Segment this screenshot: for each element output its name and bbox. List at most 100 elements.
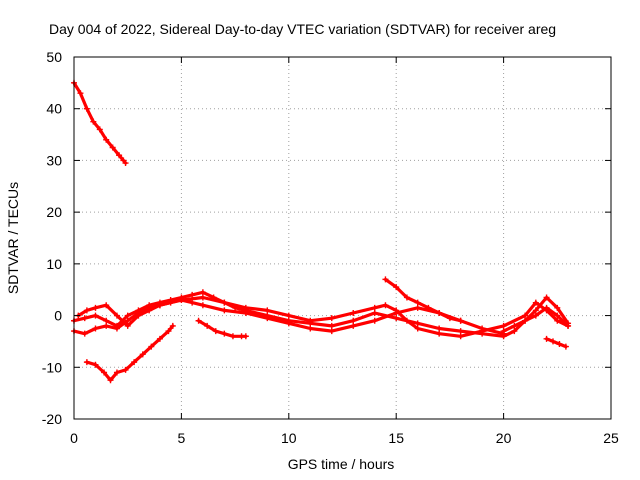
x-tick-label: 15 [388, 430, 404, 446]
x-tick-label: 25 [603, 430, 619, 446]
ticks [73, 56, 612, 420]
series-line [85, 324, 175, 382]
data-point [92, 304, 99, 311]
data-point [242, 309, 249, 316]
data-point [189, 299, 196, 306]
data-point [371, 317, 378, 324]
data-point [221, 330, 228, 337]
y-tick-label: 20 [46, 204, 62, 220]
data-point [522, 312, 529, 319]
data-point [92, 312, 99, 319]
data-point [532, 312, 539, 319]
data-point [500, 328, 507, 335]
data-point [124, 317, 131, 324]
data-point [403, 317, 410, 324]
plot-frame [73, 56, 612, 420]
y-tick-label: 40 [46, 101, 62, 117]
data-point [264, 315, 271, 322]
data-point [543, 304, 550, 311]
data-point [107, 377, 114, 384]
data-point [124, 322, 131, 329]
data-point [500, 322, 507, 329]
data-point [242, 304, 249, 311]
y-tick-label: -10 [42, 359, 62, 375]
data-point [350, 309, 357, 316]
data-point [195, 317, 202, 324]
data-point [131, 359, 138, 366]
data-point [156, 302, 163, 309]
data-point [522, 317, 529, 324]
data-point [264, 307, 271, 314]
data-point [122, 366, 129, 373]
data-point [479, 328, 486, 335]
y-tick-label: -20 [42, 411, 62, 427]
data-point [146, 307, 153, 314]
data-point [96, 126, 103, 133]
chart-title: Day 004 of 2022, Sidereal Day-to-day VTE… [49, 21, 556, 37]
data-point [113, 369, 120, 376]
data-point [565, 322, 572, 329]
data-point [81, 315, 88, 322]
data-point [189, 291, 196, 298]
data-point [92, 361, 99, 368]
data-point [543, 294, 550, 301]
data-point [414, 320, 421, 327]
data-point [212, 328, 219, 335]
data-point [77, 90, 84, 97]
series-arc-f [500, 304, 572, 335]
data-point [101, 369, 108, 376]
data-point [554, 312, 561, 319]
x-tick-label: 20 [496, 430, 512, 446]
data-point [328, 328, 335, 335]
data-point [113, 312, 120, 319]
data-point [116, 152, 123, 159]
data-point [178, 297, 185, 304]
data-point [457, 328, 464, 335]
y-tick-label: 10 [46, 256, 62, 272]
data-point [414, 304, 421, 311]
x-tick-label: 0 [70, 430, 78, 446]
data-point [371, 309, 378, 316]
data-point [229, 333, 236, 340]
data-point [328, 315, 335, 322]
data-point [307, 317, 314, 324]
data-point [436, 325, 443, 332]
y-tick-label: 0 [54, 308, 62, 324]
data-point [425, 304, 432, 311]
data-point [92, 325, 99, 332]
series-arc-e [382, 276, 464, 324]
data-point [169, 322, 176, 329]
data-point [109, 144, 116, 151]
series-arc-high [71, 79, 129, 167]
data-point [81, 330, 88, 337]
series-line [383, 277, 463, 323]
series-arc-d [195, 317, 249, 340]
data-point [457, 317, 464, 324]
data-point [403, 294, 410, 301]
data-point [124, 312, 131, 319]
data-point [414, 325, 421, 332]
data-point [532, 299, 539, 306]
data-point [393, 307, 400, 314]
data-point [221, 299, 228, 306]
data-point [382, 302, 389, 309]
data-point [122, 160, 129, 167]
series-line [76, 295, 570, 338]
data-point [371, 304, 378, 311]
data-point [285, 312, 292, 319]
data-point [148, 343, 155, 350]
data-point [350, 322, 357, 329]
x-tick-label: 5 [178, 430, 186, 446]
grid [74, 57, 611, 419]
data-point [204, 322, 211, 329]
y-tick-labels: -20 -10 0 10 20 30 40 50 [42, 49, 62, 427]
series-arc-g [543, 335, 569, 350]
data-point [103, 302, 110, 309]
series-line [72, 81, 128, 165]
y-axis-label: SDTVAR / TECUs [5, 182, 21, 294]
data-point [414, 299, 421, 306]
data-point [199, 302, 206, 309]
data-point [554, 317, 561, 324]
data-point [199, 289, 206, 296]
data-point [328, 322, 335, 329]
